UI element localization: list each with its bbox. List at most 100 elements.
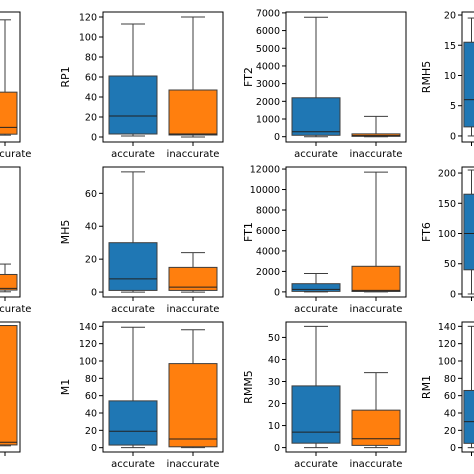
chart-panel-1: inaccurate xyxy=(0,11,31,160)
y-tick-label: 40 xyxy=(444,409,456,420)
x-tick-label: accurate xyxy=(294,149,338,160)
chart-panel-3: 0 1000 2000 3000 4000 5000 6000 7000 FT2 accurate… xyxy=(242,8,407,160)
axes-frame xyxy=(102,321,224,453)
y-tick-label: 120 xyxy=(438,339,456,350)
y-tick-label: 10 xyxy=(268,421,280,432)
y-tick-label: 8000 xyxy=(256,205,280,216)
x-tick-label: inaccurate xyxy=(167,459,220,470)
chart-panel-7: 0 2000 4000 6000 8000 10000 12000 FT1 accurate in… xyxy=(242,165,407,315)
axes-frame xyxy=(285,166,407,298)
x-tick-label: inaccurate xyxy=(350,149,403,160)
y-tick-label: 2000 xyxy=(256,267,280,278)
axes-frame xyxy=(461,321,474,453)
box-accurate xyxy=(108,75,158,135)
box-inaccurate xyxy=(168,266,218,291)
axes-frame xyxy=(285,321,407,453)
y-tick-label: 5000 xyxy=(256,44,280,55)
y-axis-label: RP1 xyxy=(59,66,72,87)
y-tick-label: 0 xyxy=(91,443,97,454)
y-tick-label: 80 xyxy=(85,53,97,64)
y-axis-label: RMH5 xyxy=(420,61,433,93)
y-tick-label: 60 xyxy=(444,391,456,402)
box-inaccurate xyxy=(351,265,401,292)
y-tick-label: 10 xyxy=(444,71,456,82)
y-tick-label: 140 xyxy=(79,322,97,333)
y-tick-label: 0 xyxy=(450,443,456,454)
y-tick-label: 20 xyxy=(444,426,456,437)
y-tick-label: 50 xyxy=(268,333,280,344)
chart-panel-12: 0 20 40 60 80 100 120 140 RM1 xyxy=(420,321,474,456)
axes-frame xyxy=(285,11,407,143)
y-tick-label: 20 xyxy=(85,113,97,124)
y-axis-label: FT6 xyxy=(420,222,433,242)
y-axis-label: RM1 xyxy=(420,375,433,399)
y-axis-label: MH5 xyxy=(59,220,72,245)
chart-panel-10: 0 20 40 60 80 100 120 140 M1 accurate inaccurate xyxy=(59,321,224,470)
y-tick-label: 40 xyxy=(85,409,97,420)
y-tick-label: 100 xyxy=(79,33,97,44)
chart-panel-6: 0 20 40 60 MH5 accurate inaccurate xyxy=(59,166,224,315)
y-tick-label: 80 xyxy=(444,374,456,385)
y-tick-label: 20 xyxy=(268,399,280,410)
y-axis-label: RMM5 xyxy=(242,370,255,404)
axes-frame xyxy=(461,11,474,143)
x-tick-label: accurate xyxy=(111,149,155,160)
y-tick-label: 12000 xyxy=(250,165,280,176)
y-tick-label: 15 xyxy=(444,41,456,52)
y-tick-label: 20 xyxy=(85,255,97,266)
chart-panel-2: 0 20 40 60 80 100 120 RP1 accurate inaccurate xyxy=(59,11,224,160)
y-tick-label: 0 xyxy=(91,133,97,144)
box-inaccurate xyxy=(351,409,401,446)
y-tick-label: 50 xyxy=(444,259,456,270)
y-tick-label: 3000 xyxy=(256,79,280,90)
y-axis-label: M1 xyxy=(59,379,72,396)
box-inaccurate xyxy=(0,91,18,135)
axes-frame xyxy=(461,166,474,298)
box-accurate xyxy=(108,400,158,446)
y-tick-label: 140 xyxy=(438,322,456,333)
y-tick-label: 5 xyxy=(450,101,456,112)
axes-frame xyxy=(0,11,21,143)
y-tick-label: 6000 xyxy=(256,26,280,37)
box-accurate xyxy=(291,385,341,444)
box-inaccurate xyxy=(168,363,218,448)
box-inaccurate xyxy=(0,273,18,291)
y-tick-label: 7000 xyxy=(256,8,280,19)
y-tick-label: 30 xyxy=(268,377,280,388)
y-tick-label: 120 xyxy=(79,339,97,350)
box-accurate xyxy=(291,97,341,136)
axes-frame xyxy=(0,166,21,298)
y-tick-label: 40 xyxy=(85,93,97,104)
y-tick-label: 0 xyxy=(274,443,280,454)
y-tick-label: 60 xyxy=(85,391,97,402)
y-tick-label: 0 xyxy=(450,131,456,142)
y-tick-label: 80 xyxy=(85,374,97,385)
y-tick-label: 100 xyxy=(438,357,456,368)
y-tick-label: 0 xyxy=(274,287,280,298)
y-tick-label: 40 xyxy=(85,222,97,233)
box-inaccurate xyxy=(0,325,18,446)
x-tick-label: inaccurate xyxy=(0,304,31,315)
y-tick-label: 0 xyxy=(91,288,97,299)
y-tick-label: 0 xyxy=(274,132,280,143)
y-tick-label: 2000 xyxy=(256,97,280,108)
x-tick-label: accurate xyxy=(111,459,155,470)
y-tick-label: 20 xyxy=(85,426,97,437)
chart-panel-4: 0 5 10 15 20 RMH5 xyxy=(420,11,474,146)
y-tick-label: 100 xyxy=(79,357,97,368)
box-accurate xyxy=(463,389,474,444)
x-tick-label: inaccurate xyxy=(0,149,31,160)
chart-panel-5: inaccurate xyxy=(0,166,31,315)
x-tick-label: inaccurate xyxy=(167,149,220,160)
x-tick-label: inaccurate xyxy=(350,304,403,315)
x-tick-label: accurate xyxy=(294,459,338,470)
box-accurate xyxy=(108,242,158,291)
x-tick-label: accurate xyxy=(294,304,338,315)
y-tick-label: 0 xyxy=(450,289,456,300)
y-axis-label: FT1 xyxy=(242,222,255,242)
box-inaccurate xyxy=(351,133,401,137)
y-tick-label: 4000 xyxy=(256,246,280,257)
x-tick-label: accurate xyxy=(111,304,155,315)
y-tick-label: 200 xyxy=(438,169,456,180)
